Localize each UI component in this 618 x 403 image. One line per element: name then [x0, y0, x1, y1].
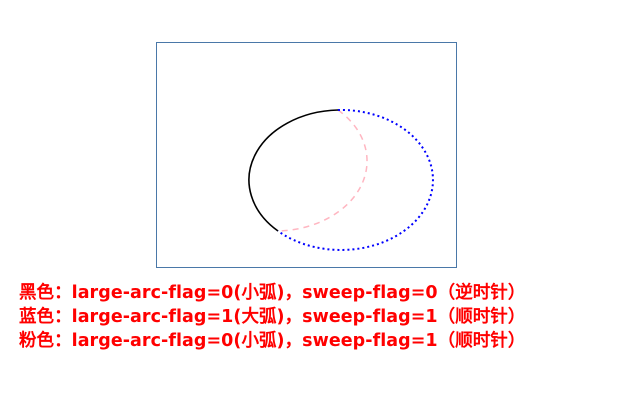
blue-arc — [277, 108, 434, 251]
legend: 黑色：large-arc-flag=0(小弧)，sweep-flag=0（逆时针… — [19, 281, 609, 353]
pink-arc — [277, 109, 368, 232]
legend-pink-arc: 粉色：large-arc-flag=0(小弧)，sweep-flag=1（顺时针… — [19, 331, 526, 351]
diagram-frame — [156, 42, 457, 268]
black-arc — [248, 109, 339, 232]
legend-blue-arc: 蓝色：large-arc-flag=1(大弧)，sweep-flag=1（顺时针… — [19, 307, 526, 327]
legend-black-arc: 黑色：large-arc-flag=0(小弧)，sweep-flag=0（逆时针… — [19, 283, 526, 303]
